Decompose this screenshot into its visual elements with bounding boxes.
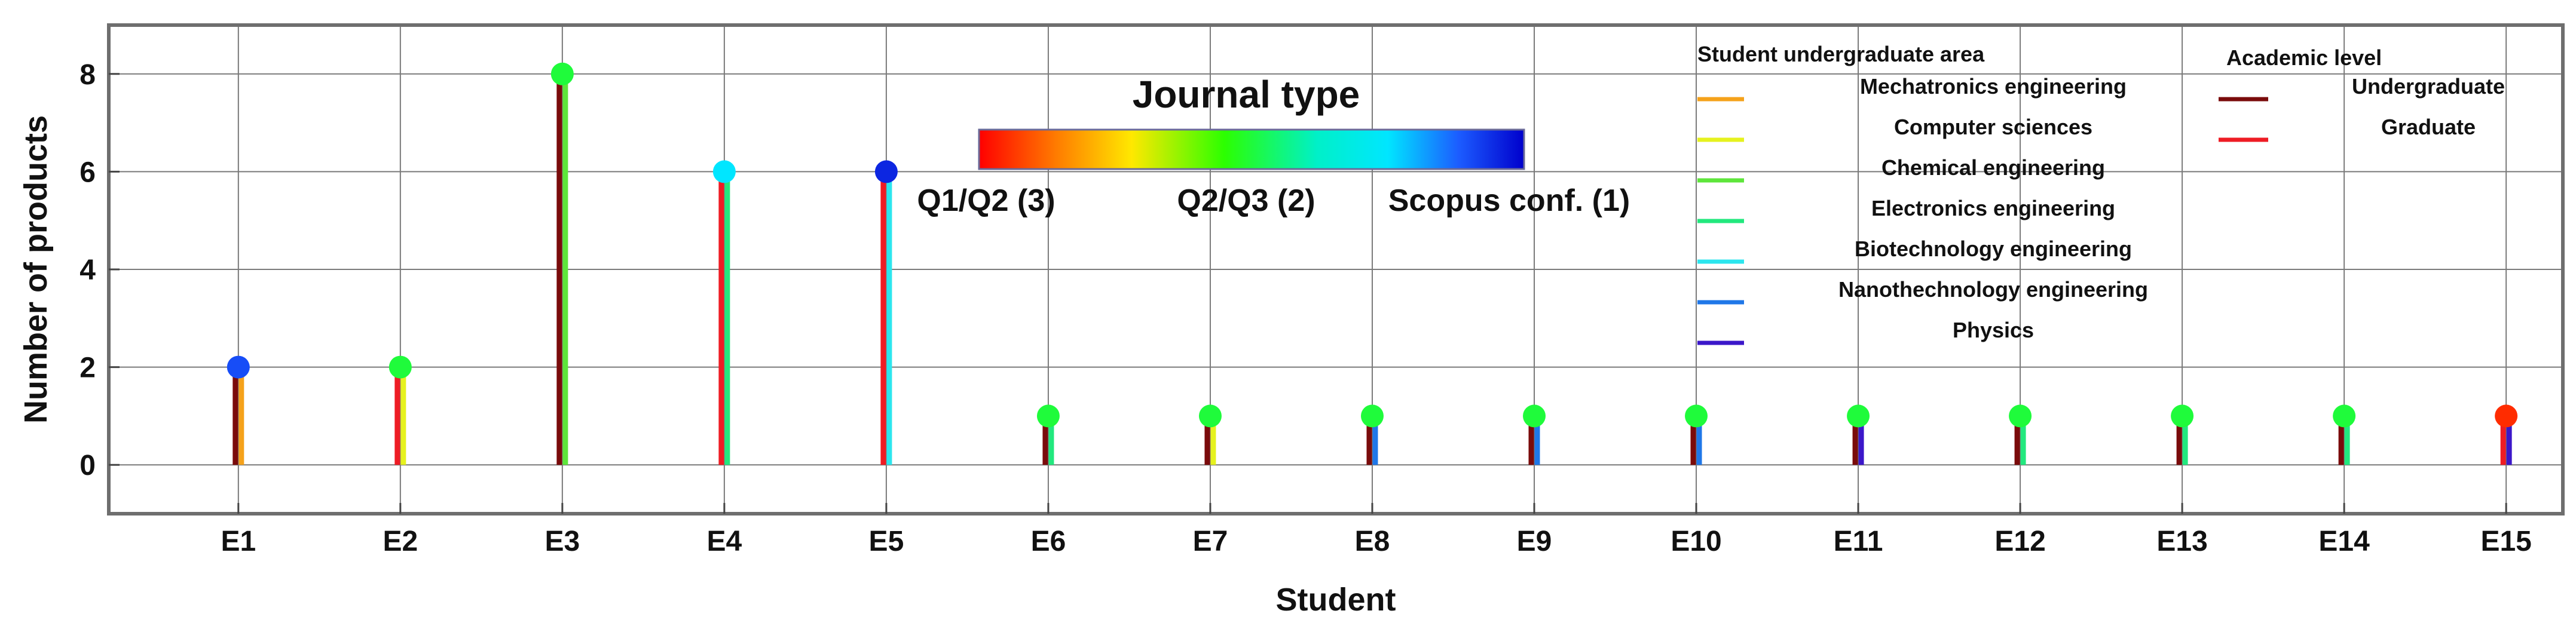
legend-area-title: Student undergraduate area (1697, 42, 1985, 66)
colorbar-title: Journal type (1133, 73, 1360, 116)
legend-area-label: Mechatronics engineering (1860, 74, 2127, 99)
colorbar-tick-label: Q1/Q2 (3) (917, 183, 1055, 218)
x-tick-label: E14 (2318, 526, 2370, 557)
colorbar: Journal type Q1/Q2 (3) Q2/Q3 (2) Scopus con… (917, 73, 1630, 218)
x-tick-label: E4 (707, 526, 742, 557)
data-point (2171, 404, 2194, 428)
x-tick-label: E9 (1517, 526, 1552, 557)
data-point (2333, 404, 2356, 428)
x-tick-label: E3 (545, 526, 580, 557)
legend-area-label: Physics (1953, 318, 2034, 342)
legend-area-label: Electronics engineering (1871, 196, 2115, 220)
data-point (712, 160, 736, 183)
y-tick-label: 6 (79, 156, 96, 188)
y-tick-label: 4 (79, 254, 96, 286)
x-tick-label: E5 (869, 526, 904, 557)
y-tick-label: 2 (79, 352, 96, 384)
data-point (874, 160, 898, 183)
colorbar-tick-label: Scopus conf. (1) (1388, 183, 1630, 218)
legend-area-label: Biotechnology engineering (1855, 237, 2132, 261)
x-axis-title: Student (1276, 582, 1396, 618)
x-tick-label: E2 (383, 526, 418, 557)
x-tick-label: E15 (2480, 526, 2531, 557)
data-point (1036, 404, 1060, 428)
colorbar-gradient (978, 128, 1525, 170)
data-point (1360, 404, 1384, 428)
x-tick-label: E11 (1834, 526, 1883, 557)
x-tick-label: E8 (1355, 526, 1390, 557)
colorbar-tick-label: Q2/Q3 (2) (1177, 183, 1315, 218)
legend-area-label: Computer sciences (1894, 115, 2092, 139)
data-point (550, 62, 574, 85)
data-point (1523, 404, 1546, 428)
legends: Student undergraduate area Mechatronics e… (1697, 42, 2505, 345)
legend-level-label: Undergraduate (2352, 74, 2505, 99)
x-tick-label: E12 (1994, 526, 2045, 557)
legend-area-label: Chemical engineering (1881, 155, 2105, 180)
data-point (227, 355, 250, 379)
legend-level-label: Graduate (2381, 115, 2476, 139)
data-point (1847, 404, 1870, 428)
x-tick-label: E1 (221, 526, 256, 557)
legend-area-label: Nanothechnology engineering (1838, 277, 2148, 302)
data-point (388, 355, 412, 379)
x-tick-label: E6 (1031, 526, 1066, 557)
data-point (2495, 404, 2518, 428)
markers (227, 62, 2518, 428)
data-point (2009, 404, 2032, 428)
data-point (1685, 404, 1708, 428)
y-tick-label: 8 (79, 59, 96, 91)
x-tick-label: E7 (1193, 526, 1228, 557)
legend-level-title: Academic level (2226, 45, 2382, 70)
axes: 0 2 4 6 8 E1 E2 E3 E4 E5 E6 E7 E8 E9 E10 E11 E12 E13 E14 E1… (18, 23, 2565, 618)
data-point (1198, 404, 1222, 428)
grid-lines (109, 25, 2563, 514)
y-tick-label: 0 (79, 450, 96, 481)
x-tick-label: E13 (2156, 526, 2207, 557)
y-axis-title: Number of products (18, 115, 54, 424)
x-tick-label: E10 (1671, 526, 1721, 557)
